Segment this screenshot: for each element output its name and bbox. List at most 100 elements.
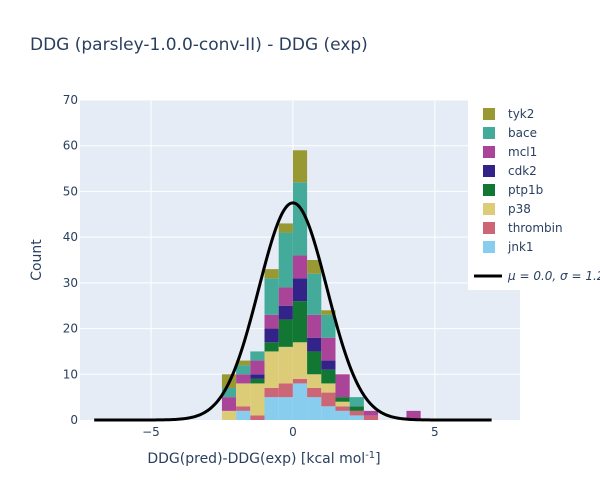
bar-segment	[221, 410, 237, 420]
legend-swatch	[483, 241, 495, 253]
bar-segment	[307, 260, 322, 274]
x-axis-title-superscript: -1	[365, 450, 375, 461]
bar-segment	[236, 383, 251, 407]
bar-segment	[349, 397, 364, 407]
y-axis-title: Count	[29, 239, 45, 281]
bar-segment	[221, 388, 237, 398]
x-tick-label: 0	[289, 425, 297, 439]
bar-segment	[250, 383, 265, 416]
bar-segment	[349, 406, 364, 411]
x-axis-title: DDG(pred)-DDG(exp) [kcal mol-1]	[147, 450, 380, 467]
bar-segment	[264, 328, 279, 343]
bar-segment	[349, 410, 364, 416]
bar-segment	[307, 397, 322, 420]
bar-segment	[292, 383, 308, 420]
bar-segment	[250, 360, 265, 375]
legend-label: tyk2	[508, 107, 534, 121]
y-tick-label: 20	[63, 322, 78, 336]
bar-segment	[236, 410, 251, 420]
bar-segment	[307, 388, 322, 398]
bar-segment	[236, 374, 251, 384]
bar-segment	[321, 360, 336, 370]
bar-segment	[307, 314, 322, 338]
bar-segment	[236, 365, 251, 375]
bar-segment	[292, 342, 308, 379]
legend-label: bace	[508, 126, 537, 140]
bar-segment	[264, 314, 279, 329]
bar-segment	[278, 223, 293, 233]
bar-segment	[221, 397, 237, 411]
bar-segment	[335, 406, 350, 411]
y-tick-label: 0	[70, 413, 78, 427]
bar-segment	[335, 397, 350, 402]
bar-segment	[335, 374, 350, 398]
y-tick-label: 60	[63, 139, 78, 153]
bar-segment	[321, 369, 336, 384]
stacked-bars	[221, 150, 421, 420]
bar-segment	[278, 383, 293, 398]
legend-label: ptp1b	[508, 183, 543, 197]
bar-segment	[292, 255, 308, 279]
bar-segment	[250, 351, 265, 361]
bar-segment	[292, 378, 308, 384]
chart-title: DDG (parsley-1.0.0-conv-II) - DDG (exp)	[30, 35, 368, 55]
legend-label: p38	[508, 202, 531, 216]
bar-segment	[278, 287, 293, 306]
bar-segment	[321, 337, 336, 361]
bar-segment	[406, 410, 421, 420]
bar-segment	[250, 378, 265, 384]
y-tick-label: 40	[63, 230, 78, 244]
legend-label: mcl1	[508, 145, 537, 159]
legend-swatch	[483, 127, 495, 139]
bar-segment	[264, 351, 279, 388]
bar-segment	[321, 383, 336, 393]
x-axis-title-main: DDG(pred)-DDG(exp) [kcal mol	[147, 451, 365, 467]
y-tick-label: 50	[63, 184, 78, 198]
bar-segment	[335, 410, 350, 420]
legend-swatch	[483, 146, 495, 158]
legend-label: thrombin	[508, 221, 563, 235]
bar-segment	[292, 301, 308, 343]
bar-segment	[292, 150, 308, 183]
legend-fit-label: μ = 0.0, σ = 1.2	[507, 269, 600, 283]
bar-segment	[250, 374, 265, 379]
legend-swatch	[483, 108, 495, 120]
bar-segment	[321, 392, 336, 407]
bar-segment	[278, 305, 293, 320]
legend-label: cdk2	[508, 164, 537, 178]
bar-segment	[264, 342, 279, 352]
bar-segment	[292, 278, 308, 302]
legend-swatch	[483, 222, 495, 234]
y-tick-label: 70	[63, 93, 78, 107]
bar-segment	[349, 415, 364, 420]
bar-segment	[264, 388, 279, 398]
bar-segment	[292, 182, 308, 256]
x-tick-label: −5	[142, 425, 160, 439]
bar-segment	[321, 406, 336, 420]
bar-segment	[236, 360, 251, 366]
legend-swatch	[483, 203, 495, 215]
bar-segment	[307, 351, 322, 375]
bar-segment	[307, 374, 322, 388]
y-tick-label: 30	[63, 276, 78, 290]
y-axis-ticks: 0 10 20 30 40 50 60 70	[63, 93, 78, 427]
bar-segment	[307, 337, 322, 352]
bar-segment	[278, 346, 293, 384]
y-tick-label: 10	[63, 367, 78, 381]
bar-segment	[236, 406, 251, 411]
normal-fit-curve	[94, 201, 492, 422]
x-axis-ticks: −5 0 5	[142, 425, 439, 439]
bar-segment	[307, 273, 322, 315]
legend-label: jnk1	[507, 240, 534, 254]
bar-segment	[321, 314, 336, 338]
bar-segment	[278, 397, 293, 420]
bar-segment	[264, 278, 279, 315]
legend-swatch	[483, 165, 495, 177]
bar-segment	[250, 415, 265, 420]
x-axis-title-tail: ]	[375, 451, 380, 467]
bar-segment	[321, 310, 336, 315]
bar-segment	[278, 232, 293, 288]
bar-segment	[264, 269, 279, 279]
bar-segment	[264, 397, 279, 420]
